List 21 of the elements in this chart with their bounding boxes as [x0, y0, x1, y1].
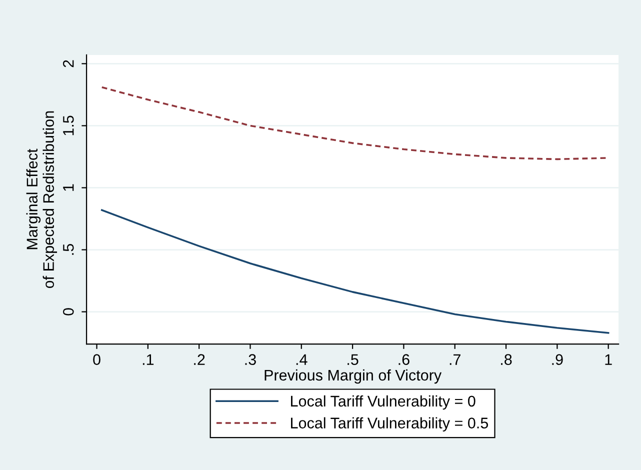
y-tick-label: .5 [63, 244, 74, 255]
x-tick-label: .8 [501, 354, 512, 365]
x-tick-label: .7 [450, 354, 460, 365]
y-tick-label: 1.5 [63, 116, 74, 136]
y-tick-label: 1 [63, 184, 74, 191]
x-tick-label: 0 [93, 354, 100, 365]
x-tick-label: .5 [348, 354, 358, 365]
x-tick-label: .2 [194, 354, 205, 365]
y-tick-label: 0 [62, 308, 74, 316]
x-tick-label: .3 [245, 354, 256, 365]
line-series [100, 209, 610, 334]
x-tick-label: 1 [605, 354, 612, 365]
x-tick-label: .1 [142, 354, 154, 365]
x-axis-title: Previous Margin of Victory [264, 369, 442, 384]
y-tick-label: 2 [62, 60, 74, 68]
x-tick-label: .6 [398, 354, 410, 365]
x-tick-label: .9 [552, 354, 563, 365]
legend-label: Local Tariff Vulnerability = 0.5 [291, 417, 488, 432]
legend-label: Local Tariff Vulnerability = 0 [291, 395, 476, 410]
y-axis-title: Marginal Effect of Expected Redistribution [26, 111, 58, 288]
x-tick-label: .4 [296, 354, 308, 365]
